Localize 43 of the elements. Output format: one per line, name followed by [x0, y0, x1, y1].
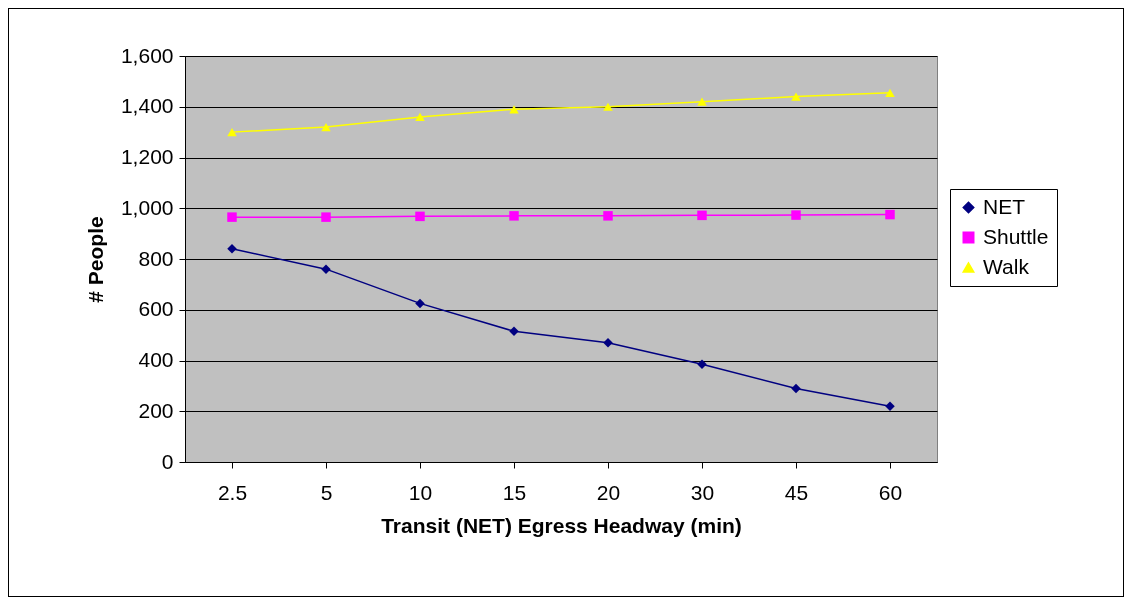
point — [697, 97, 707, 106]
y-tick-label: 200 — [138, 398, 174, 422]
point — [321, 122, 331, 132]
point — [415, 211, 425, 222]
point — [227, 212, 237, 222]
point — [415, 298, 425, 309]
y-tick-label: 1,600 — [120, 43, 174, 67]
point — [697, 210, 707, 221]
point — [791, 383, 801, 394]
x-tick-label: 15 — [502, 480, 527, 504]
y-tick-label: 1,000 — [120, 195, 174, 219]
x-tick-label: 10 — [408, 480, 433, 504]
y-tick-label: 0 — [161, 449, 174, 473]
point — [603, 337, 613, 348]
legend-label: NET — [983, 194, 1026, 218]
point — [885, 209, 895, 220]
x-tick-label: 60 — [878, 480, 903, 504]
x-tick-label: 20 — [596, 480, 621, 504]
legend-label: Shuttle — [983, 224, 1049, 248]
point — [697, 359, 707, 370]
x-axis-title: Transit (NET) Egress Headway (min) — [381, 513, 742, 537]
point — [885, 88, 895, 97]
point — [791, 210, 801, 220]
x-tick-label: 45 — [784, 480, 809, 504]
x-tick-label: 2.5 — [217, 480, 248, 504]
point — [509, 326, 519, 337]
point — [227, 128, 237, 137]
y-tick-label: 1,400 — [120, 94, 174, 118]
point — [509, 211, 519, 221]
y-tick-label: 1,200 — [120, 145, 174, 168]
point — [791, 92, 801, 101]
point — [321, 212, 331, 222]
point — [415, 112, 425, 122]
y-tick-label: 600 — [138, 297, 174, 321]
x-tick-label: 30 — [690, 480, 715, 504]
y-tick-label: 800 — [138, 246, 174, 270]
x-tick-label: 5 — [320, 480, 333, 504]
y-tick-label: 400 — [138, 348, 174, 371]
point — [603, 211, 613, 221]
legend-label: Walk — [983, 254, 1030, 278]
point — [509, 105, 519, 114]
point — [603, 102, 613, 111]
y-axis-title: # People — [83, 216, 107, 303]
